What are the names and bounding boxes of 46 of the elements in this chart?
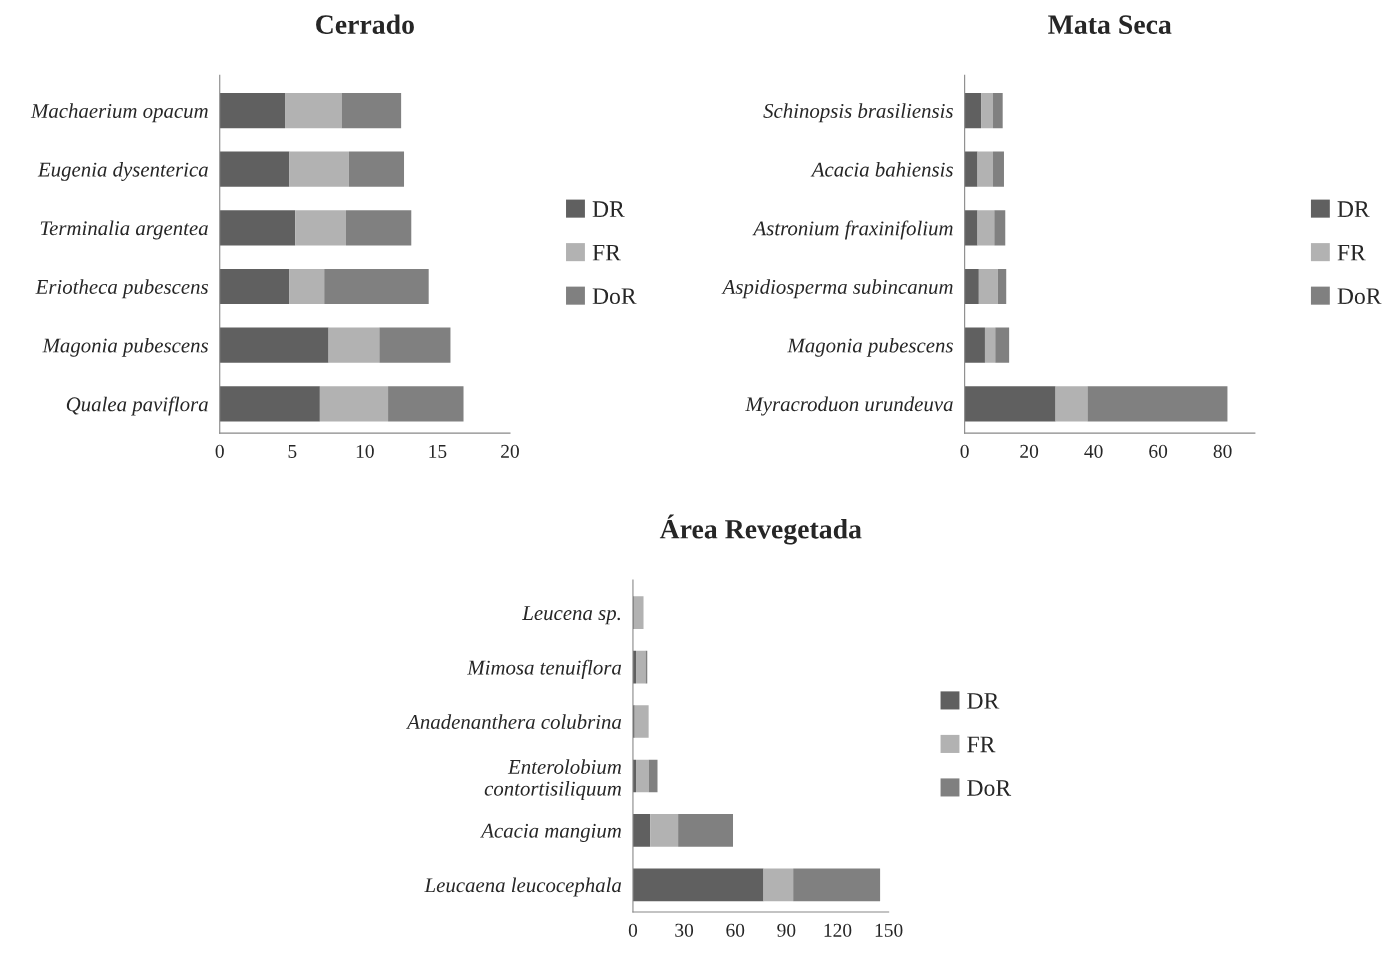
y-tick-label: Schinopsis brasiliensis: [763, 103, 953, 123]
x-tick-label: 60: [726, 923, 745, 937]
y-tick-label: Acacia bahiensis: [810, 161, 953, 177]
y-tick-label: Qualea paviflora: [66, 396, 208, 416]
legend-label: FR: [1337, 244, 1366, 261]
y-tick-label: Myracroduon urundeuva: [745, 396, 953, 416]
x-tick-label: 0: [628, 923, 638, 937]
x-tick-label: 0: [215, 444, 224, 458]
y-tick-label: Eugenia dysenterica: [37, 161, 208, 181]
legend-label: DR: [967, 693, 1000, 709]
x-tick-label: 0: [960, 444, 969, 458]
x-tick-label: 20: [1020, 444, 1039, 458]
y-tick-label: Magonia pubescens: [787, 337, 953, 357]
x-tick-label: 150: [875, 923, 903, 937]
y-tick-label: Aspidiosperma subincanum: [721, 279, 953, 299]
legend-label: DoR: [592, 288, 637, 305]
chart-title: Mata Seca: [1048, 15, 1172, 34]
x-tick-label: 20: [501, 444, 519, 458]
legend-label: DoR: [1337, 288, 1382, 305]
legend-label: FR: [967, 736, 996, 753]
y-tick-label: Terminalia argentea: [40, 220, 208, 240]
x-tick-label: 90: [777, 923, 796, 937]
y-tick-label: Magonia pubescens: [42, 337, 208, 357]
y-tick-label: Machaerium opacum: [30, 103, 208, 123]
legend-label: DoR: [967, 780, 1012, 796]
chart-title: Cerrado: [316, 14, 414, 34]
x-tick-label: 15: [429, 444, 447, 458]
x-tick-label: 5: [288, 444, 297, 458]
legend-label: DR: [1337, 201, 1370, 217]
y-tick-label: Acacia mangium: [480, 823, 621, 843]
legend-label: DR: [592, 201, 625, 217]
x-tick-label: 40: [1084, 444, 1103, 458]
x-tick-label: 80: [1213, 444, 1232, 458]
x-tick-label: 120: [824, 923, 852, 937]
y-tick-label: Astronium fraxinifolium: [752, 220, 953, 240]
y-tick-label: Leucena sp.: [522, 606, 620, 625]
x-tick-label: 10: [356, 444, 374, 458]
x-tick-label: 30: [675, 923, 694, 937]
legend-label: FR: [592, 244, 621, 261]
y-tick-label: Mimosa tenuiflora: [467, 659, 622, 679]
chart-title: Área Revegetada: [659, 514, 862, 545]
x-tick-label: 60: [1149, 444, 1168, 458]
y-tick-label: Leucaena leucocephala: [424, 877, 622, 897]
y-tick-label: Enterolobium contortisiliquum: [484, 759, 621, 800]
y-tick-label: Eriotheca pubescens: [35, 279, 208, 299]
y-tick-label: Anadenanthera colubrina: [406, 714, 622, 730]
